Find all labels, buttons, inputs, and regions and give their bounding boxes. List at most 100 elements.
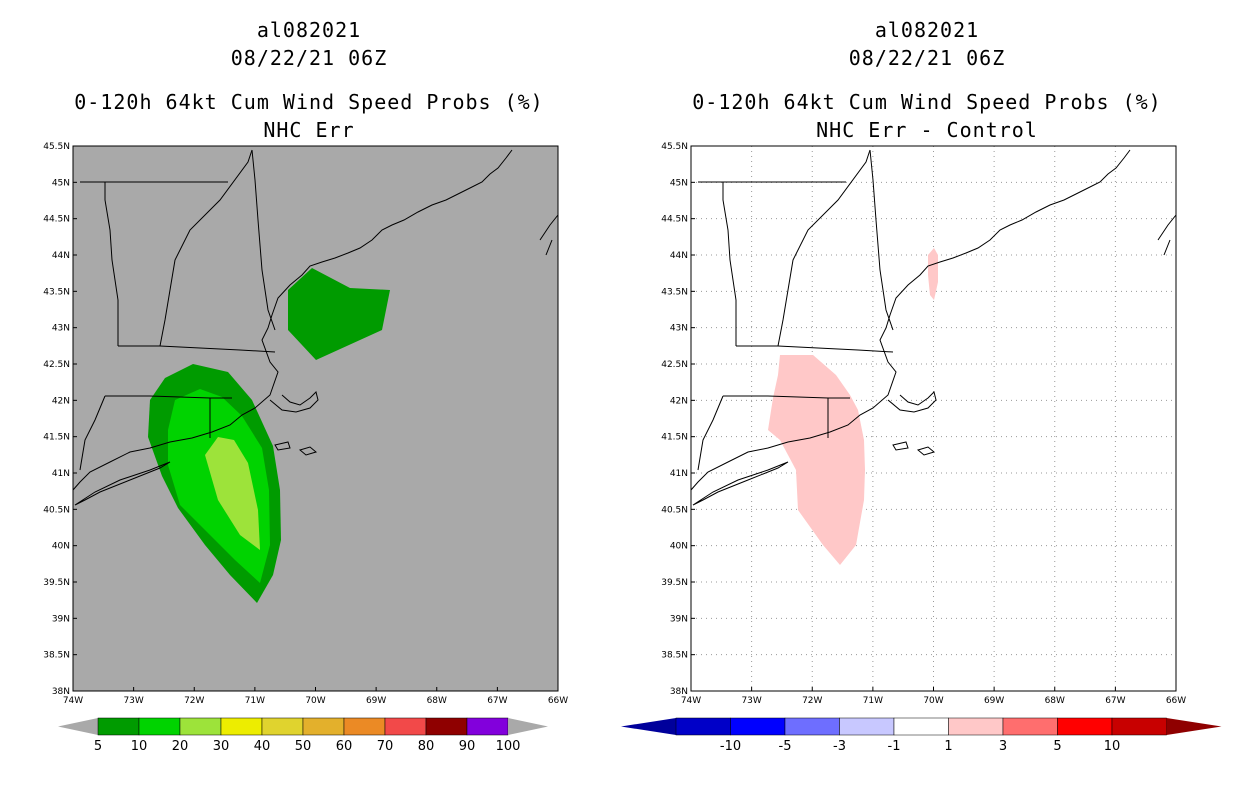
lon-label: 72W: [802, 696, 822, 706]
lon-label: 68W: [427, 696, 447, 706]
colorbar-end-high: [508, 718, 548, 735]
colorbar-swatch: [675, 717, 731, 736]
datetime-title: 08/22/21 06Z: [230, 46, 388, 70]
colorbar-swatch: [261, 717, 304, 736]
colorbar-end-low: [621, 718, 676, 735]
lat-label: 41N: [670, 469, 688, 479]
left-panel: al082021 08/22/21 06Z 0-120h 64kt Cum Wi…: [43, 18, 568, 754]
long-island: [692, 461, 789, 506]
axis-ticks: [72, 145, 559, 692]
colorbar-label: 1: [944, 739, 952, 754]
colorbar-label: 3: [999, 739, 1007, 754]
lat-label: 42.5N: [43, 360, 70, 370]
coastline: [72, 149, 513, 491]
lat-label: 44.5N: [43, 215, 70, 225]
lat-label: 38.5N: [661, 651, 688, 661]
border-ct-ma: [105, 395, 232, 399]
long-island: [74, 461, 171, 506]
colorbar: -10 -5 -3 -1 1 3 5 10: [621, 717, 1222, 754]
border-vt-nh: [777, 149, 871, 347]
colorbar-swatch: [97, 717, 140, 736]
lat-label: 43.5N: [661, 287, 688, 297]
colorbar-swatch: [948, 717, 1004, 736]
colorbar-label: 70: [377, 739, 394, 754]
lat-label: 40N: [52, 542, 70, 552]
marthas-vineyard: [892, 441, 909, 451]
colorbar-label: -1: [888, 739, 901, 754]
lat-label: 39N: [670, 614, 688, 624]
contour-5pct-maine: [288, 268, 390, 360]
storm-id-title: al082021: [874, 18, 980, 42]
right-map-svg: 45.5N 45N 44.5N 44N 43.5N 43N 42.5N 42N 41.5N 41N…: [621, 142, 1222, 754]
latitude-labels: 45.5N 45N 44.5N 44N 43.5N 43N 42.5N 42N 41.5N 41N…: [661, 142, 688, 697]
border-nh-me: [251, 149, 276, 331]
lon-label: 73W: [741, 696, 761, 706]
border-ct-ma: [723, 395, 850, 399]
colorbar-label: 5: [94, 739, 102, 754]
colorbar-label: 5: [1053, 739, 1061, 754]
left-map-svg: 45.5N 45N 44.5N 44N 43.5N 43N 42.5N 42N 41.5N 41N…: [43, 142, 568, 754]
border-ny-vt: [104, 182, 119, 346]
lat-label: 44N: [52, 251, 70, 261]
right-panel: al082021 08/22/21 06Z 0-120h 64kt Cum Wi…: [618, 0, 1236, 800]
lat-label: 40.5N: [661, 505, 688, 515]
diff-contour-1-3-maine: [928, 248, 938, 300]
colorbar-label: 10: [131, 739, 148, 754]
lat-label: 40.5N: [43, 505, 70, 515]
lon-label: 71W: [863, 696, 883, 706]
lat-label: 44N: [670, 251, 688, 261]
colorbar-end-low: [58, 718, 98, 735]
colorbar-swatch: [1111, 717, 1167, 736]
lat-label: 45.5N: [43, 142, 70, 152]
border-ny-vt: [722, 182, 737, 346]
border-nh-me: [869, 149, 894, 331]
colorbar-swatch: [384, 717, 427, 736]
lon-label: 69W: [366, 696, 386, 706]
lat-label: 45.5N: [661, 142, 688, 152]
lat-label: 45N: [670, 178, 688, 188]
colorbar: 5 10 20 30 40 50 60 70 80 90 100: [58, 717, 548, 754]
nova-scotia: [539, 214, 559, 256]
colorbar-label: -3: [833, 739, 846, 754]
lon-label: 67W: [487, 696, 507, 706]
coastline-and-borders: [72, 149, 559, 506]
lat-label: 41N: [52, 469, 70, 479]
colorbar-swatch: [893, 717, 949, 736]
latitude-labels: 45.5N 45N 44.5N 44N 43.5N 43N 42.5N 42N 41.5N 41N…: [43, 142, 70, 697]
graticule: [691, 146, 1176, 691]
colorbar-swatch: [302, 717, 345, 736]
subtitle: NHC Err: [263, 118, 355, 142]
lat-label: 39.5N: [661, 578, 688, 588]
colorbar-swatch: [343, 717, 386, 736]
colorbar-label: 40: [254, 739, 271, 754]
nantucket: [298, 446, 318, 456]
lat-label: 42N: [52, 396, 70, 406]
colorbar-end-high: [1166, 718, 1222, 735]
lon-label: 73W: [123, 696, 143, 706]
axis-ticks: [690, 145, 1177, 692]
colorbar-label: -10: [720, 739, 741, 754]
colorbar-label: 90: [459, 739, 476, 754]
colorbar-label: 100: [496, 739, 521, 754]
colorbar-label: 20: [172, 739, 189, 754]
colorbar-label: -5: [779, 739, 792, 754]
border-ma-north: [118, 345, 276, 353]
colorbar-swatch: [466, 717, 509, 736]
product-title: 0-120h 64kt Cum Wind Speed Probs (%): [74, 90, 544, 114]
marthas-vineyard: [274, 441, 291, 451]
colorbar-swatch: [730, 717, 786, 736]
colorbar-label: 60: [336, 739, 353, 754]
colorbar-label: 10: [1104, 739, 1121, 754]
datetime-title: 08/22/21 06Z: [848, 46, 1006, 70]
colorbar-label: 50: [295, 739, 312, 754]
nantucket: [916, 446, 936, 456]
lon-label: 70W: [923, 696, 943, 706]
lat-label: 39.5N: [43, 578, 70, 588]
lon-label: 70W: [305, 696, 325, 706]
lat-label: 43N: [670, 324, 688, 334]
lat-label: 40N: [670, 542, 688, 552]
colorbar-swatch: [1057, 717, 1113, 736]
subtitle: NHC Err - Control: [816, 118, 1038, 142]
cape-cod: [269, 391, 319, 413]
lat-label: 42N: [670, 396, 688, 406]
